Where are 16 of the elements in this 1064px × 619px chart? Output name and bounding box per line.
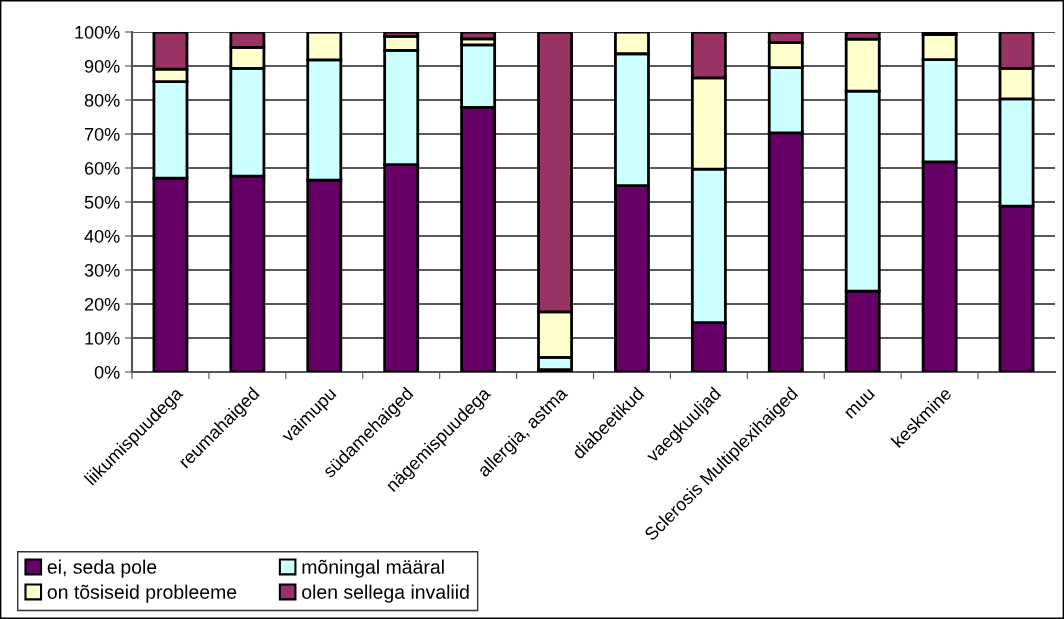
- y-tick-label: 50%: [84, 195, 120, 209]
- y-tick-label: 90%: [84, 59, 120, 73]
- legend-label: on tõsiseid probleeme: [47, 584, 237, 603]
- legend-label: ei, seda pole: [47, 559, 157, 578]
- legend-label: mõningal määral: [302, 559, 444, 578]
- y-tick-label: 80%: [84, 93, 120, 107]
- y-tick-label: 70%: [84, 127, 120, 141]
- y-tick-label: 60%: [84, 161, 120, 175]
- y-tick-label: 30%: [84, 263, 120, 277]
- y-tick-label: 40%: [84, 229, 120, 243]
- x-tick-label: muu: [844, 388, 876, 419]
- y-tick-label: 100%: [75, 25, 120, 39]
- y-tick-label: 0%: [94, 365, 120, 379]
- y-tick-label: 10%: [85, 331, 120, 345]
- y-tick-label: 20%: [84, 297, 120, 311]
- legend-label: olen sellega invaliid: [302, 584, 469, 603]
